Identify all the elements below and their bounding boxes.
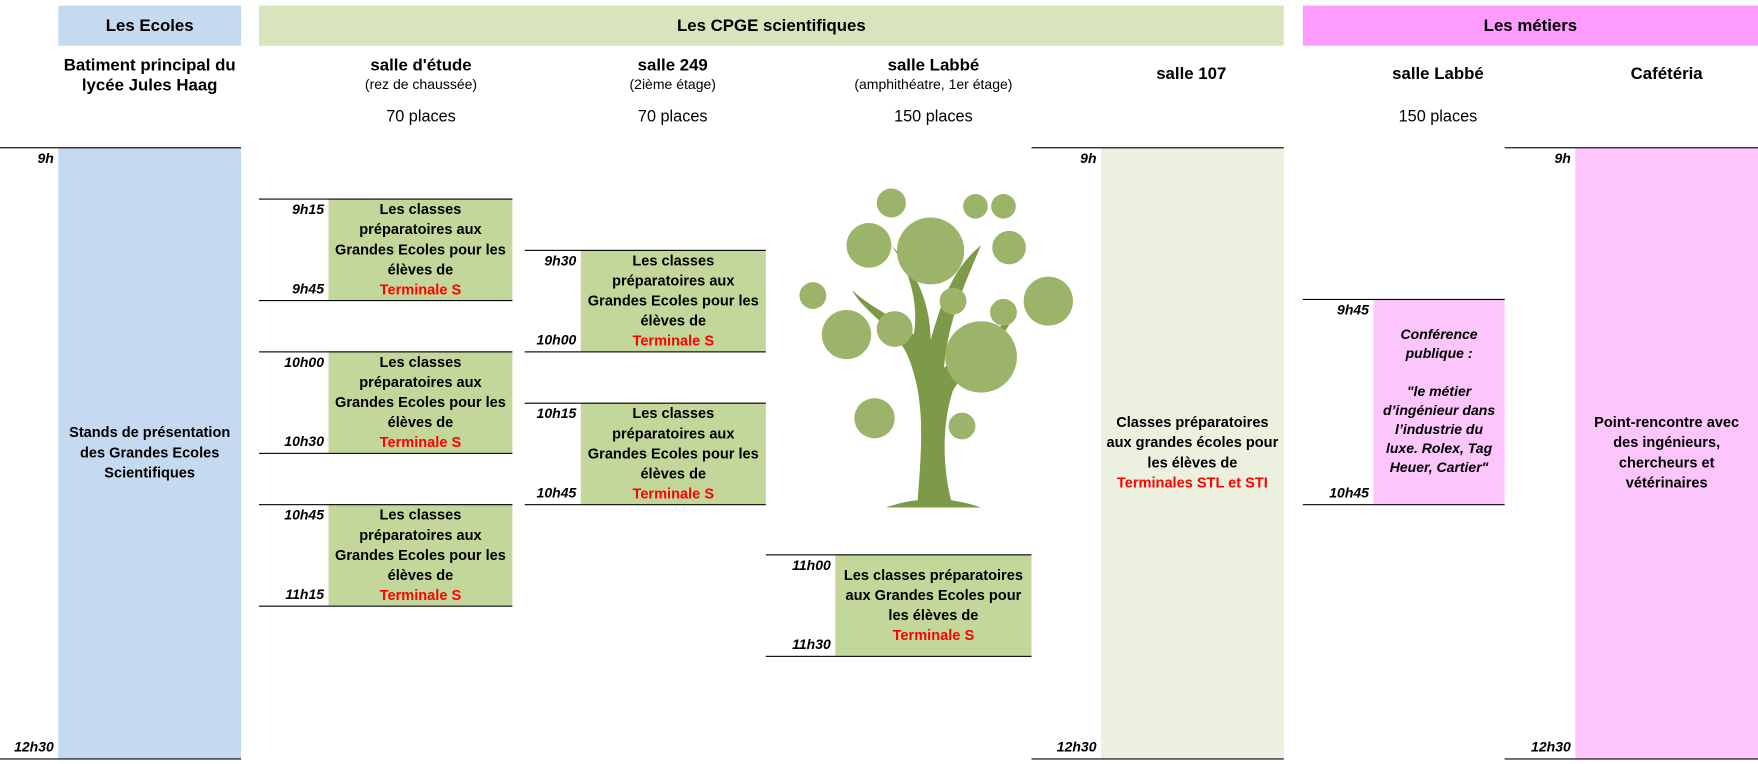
time-line [765,655,1032,657]
room-name: salle Labbé [887,55,980,75]
room-detail: (2ième étage) [629,76,716,93]
room-header: salle Labbé (amphithéatre, 1er étage) [818,56,1048,95]
room-header: salle 107 [1093,65,1289,85]
section-header: Les CPGE scientifiques [258,5,1284,46]
room-name: salle d'étude [370,55,472,75]
end-time: 10h00 [536,332,577,348]
session-text: Les classes préparatoires aux Grandes Ec… [334,352,506,430]
end-time: 12h30 [1056,739,1097,756]
time-line [258,351,513,353]
session-box: Les classes préparatoires aux Grandes Ec… [328,198,513,301]
time-line [1504,758,1758,760]
session-text: Les classes préparatoires aux Grandes Ec… [334,505,506,583]
room-header: salle Labbé [1329,65,1548,85]
section-header: Les métiers [1302,5,1758,46]
session-box: Stands de présentation des Grandes Ecole… [58,147,242,759]
session-box: Les classes préparatoires aux Grandes Ec… [328,504,513,606]
session-box: Les classes préparatoires aux Grandes Ec… [835,554,1032,656]
room-detail: (rez de chaussée) [364,76,478,93]
session-text: Stands de présentation des Grandes Ecole… [69,423,231,481]
session-box: Point-rencontre avec des ingénieurs, che… [1575,147,1758,759]
end-time: 10h45 [536,485,577,501]
room-name: salle Labbé [1392,64,1484,84]
room-detail: (amphithéatre, 1er étage) [854,76,1013,93]
time-line [0,147,242,149]
time-line [1302,504,1505,506]
start-time: 9h [1080,150,1097,167]
time-line [765,554,1032,556]
session-quote: "le métier d’ingénieur dans l’industrie … [1382,383,1496,476]
end-time: 9h45 [292,281,325,297]
start-time: 10h00 [284,354,325,371]
session-box: Les classes préparatoires aux Grandes Ec… [580,402,766,505]
room-name: Batiment principal du lycée Jules Haag [63,55,236,95]
session-box: Conférence publique : "le métier d’ingéni… [1373,298,1505,505]
session-highlight: Terminale S [379,586,462,603]
session-text: Les classes préparatoires aux Grandes Ec… [587,251,759,329]
time-line [258,504,513,506]
section-header: Les Ecoles [58,5,242,46]
session-highlight: Terminale S [379,433,462,451]
end-time: 12h30 [1531,739,1571,756]
end-time: 12h30 [14,739,54,756]
time-line [258,300,513,302]
time-line [1031,758,1284,760]
room-header: Batiment principal du lycée Jules Haag [58,56,241,96]
room-capacity: 70 places [637,108,708,127]
session-text: Classes préparatoires aux grandes écoles… [1106,413,1279,471]
session-text: Point-rencontre avec des ingénieurs, che… [1594,413,1740,491]
start-time: 9h15 [292,201,325,218]
session-text: Les classes préparatoires aux Grandes Ec… [843,566,1023,623]
room-header: salle 249 (2ième étage) [555,56,790,95]
room-header: salle d'étude (rez de chaussée) [300,56,541,95]
time-line [1031,147,1284,149]
start-time: 9h [37,150,54,167]
time-line [524,351,766,353]
start-time: 9h30 [544,253,577,269]
start-time: 10h15 [536,405,577,422]
session-box: Les classes préparatoires aux Grandes Ec… [580,249,766,352]
room-header: Cafétéria [1575,65,1758,85]
session-highlight: Terminale S [892,626,975,643]
end-time: 10h45 [1329,485,1369,501]
room-capacity: 150 places [1398,108,1478,127]
time-line [1302,298,1505,301]
room-name: salle 107 [1156,64,1227,84]
start-time: 9h [1554,150,1571,167]
tree-illustration [799,188,1073,508]
time-line [258,605,513,607]
start-time: 11h00 [792,557,831,574]
time-line [258,452,513,454]
start-time: 9h45 [1337,302,1369,318]
time-line [1504,147,1758,149]
time-line [524,402,766,404]
end-time: 11h30 [792,636,831,653]
time-line [258,198,513,200]
start-time: 10h45 [284,507,325,524]
session-highlight: Terminales STL et STI [1116,474,1268,491]
session-text: Les classes préparatoires aux Grandes Ec… [334,200,506,278]
time-line [524,249,766,251]
room-capacity: 150 places [894,108,973,127]
session-text: Conférence publique : [1400,326,1478,362]
end-time: 11h15 [285,586,325,603]
time-line [524,504,766,506]
end-time: 10h30 [284,433,325,450]
room-name: Cafétéria [1630,64,1703,84]
session-box: Les classes préparatoires aux Grandes Ec… [328,351,513,453]
session-box: Classes préparatoires aux grandes écoles… [1101,147,1284,759]
session-highlight: Terminale S [379,280,462,298]
room-name: salle 249 [637,55,708,75]
session-highlight: Terminale S [632,484,715,502]
session-text: Les classes préparatoires aux Grandes Ec… [587,404,759,482]
time-line [0,758,242,760]
session-highlight: Terminale S [632,331,715,349]
room-capacity: 70 places [386,108,456,127]
